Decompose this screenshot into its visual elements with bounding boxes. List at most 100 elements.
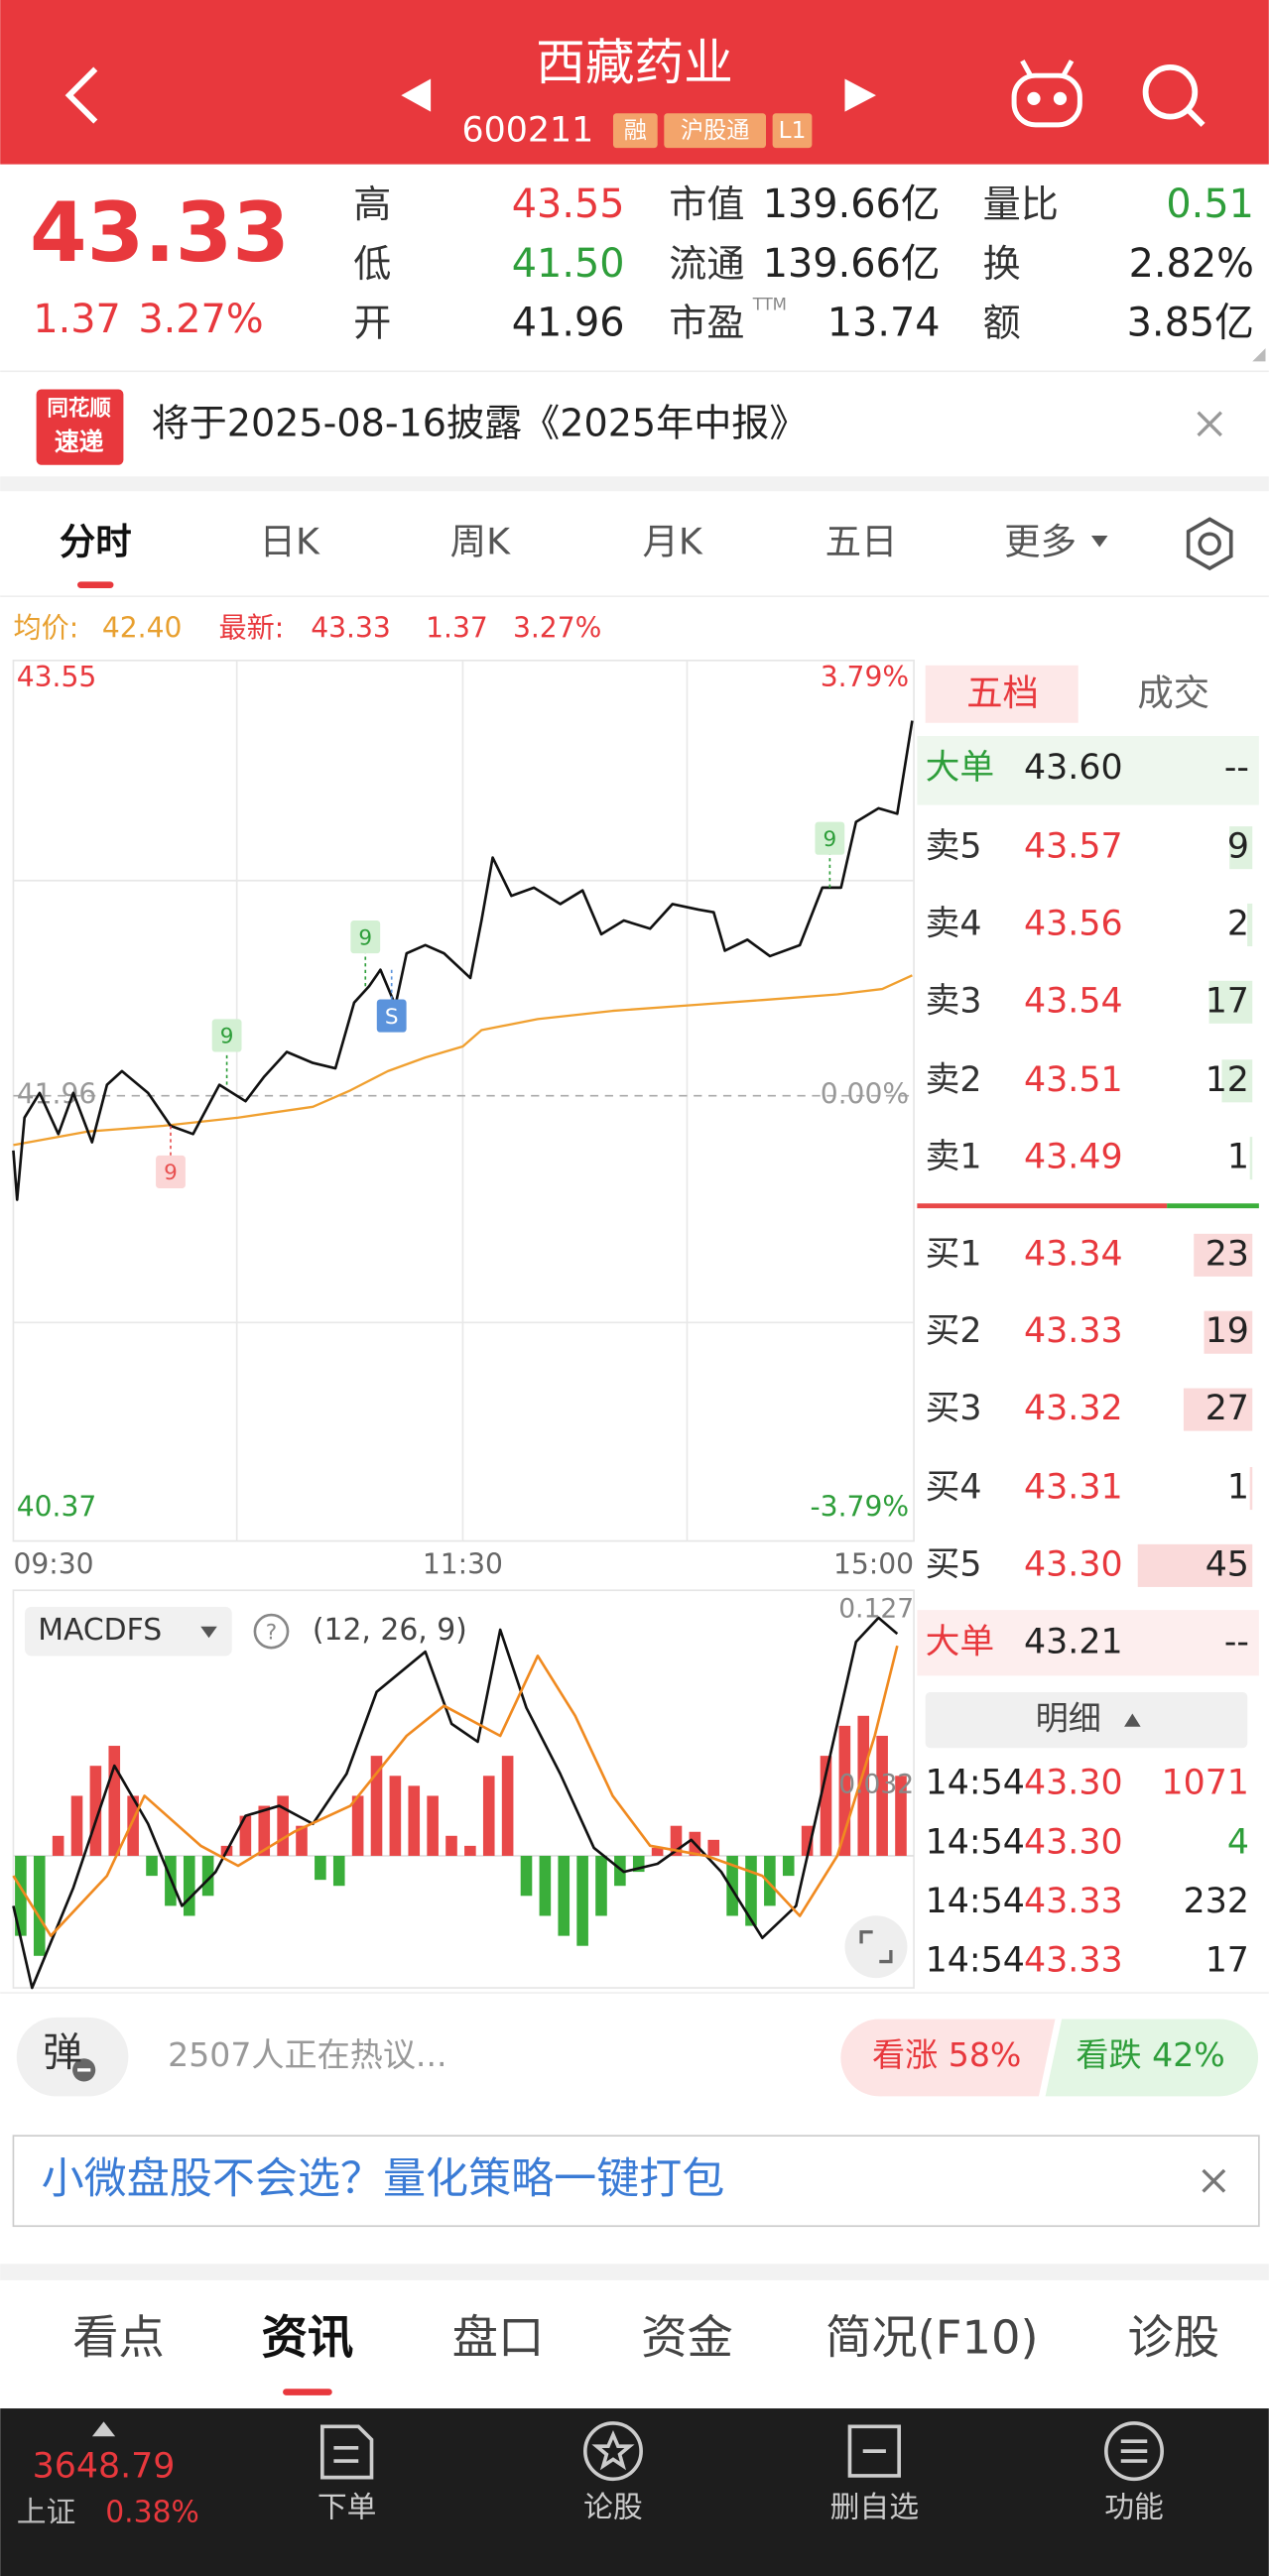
- content-tab[interactable]: 看点: [72, 2311, 165, 2365]
- indicator-arrow[interactable]: [200, 1626, 217, 1639]
- macd-bar: [857, 1715, 870, 1856]
- ad-banner[interactable]: [12, 2135, 1260, 2228]
- signal-badge: [350, 920, 381, 954]
- volume-bar: [1247, 903, 1253, 946]
- big-ask-row: [917, 736, 1259, 805]
- macd-bar: [726, 1855, 738, 1916]
- macd-bar: [127, 1795, 139, 1856]
- chart-tab[interactable]: 五日: [825, 521, 898, 563]
- macd-bar: [70, 1795, 83, 1856]
- volume-bar: [1229, 826, 1253, 870]
- trade-price: 43.33: [1024, 1941, 1123, 1981]
- macd-bar: [315, 1855, 326, 1881]
- back-button[interactable]: [64, 66, 98, 124]
- content-tab[interactable]: 简况(F10): [825, 2311, 1039, 2365]
- last-label: 最新:: [218, 611, 284, 644]
- detail-arrow[interactable]: [1124, 1713, 1141, 1727]
- help-icon[interactable]: ?: [253, 1613, 290, 1650]
- prev-stock[interactable]: [401, 78, 432, 112]
- notice-logo: [36, 389, 124, 465]
- logo-text: 速递: [55, 428, 104, 456]
- stat-value: 139.66亿: [763, 241, 941, 287]
- danmu-button[interactable]: [16, 2017, 129, 2097]
- tag-badge: [772, 113, 813, 149]
- stat-sup: TTM: [752, 296, 787, 314]
- separator: [0, 2264, 1269, 2280]
- content-tab[interactable]: 资金: [641, 2311, 733, 2365]
- macd-bar: [764, 1855, 776, 1906]
- book-volume: 27: [1206, 1389, 1249, 1428]
- stat-value: 13.74: [827, 300, 941, 345]
- robot-icon[interactable]: [1011, 60, 1082, 128]
- signal-badge: [376, 999, 407, 1033]
- content-tab[interactable]: 诊股: [1127, 2311, 1219, 2365]
- search-icon[interactable]: [1142, 64, 1206, 127]
- avg-value: 42.40: [102, 611, 183, 644]
- book-tab[interactable]: 成交: [1137, 672, 1209, 714]
- fullscreen-button[interactable]: [844, 1915, 908, 1979]
- chart-tab[interactable]: 更多: [1004, 521, 1077, 563]
- y2-tick-label: 0.00%: [821, 1078, 909, 1111]
- ad-text[interactable]: 小微盘股不会选？量化策略一键打包: [42, 2154, 725, 2204]
- y-tick-label: 41.96: [17, 1078, 97, 1111]
- bear-label[interactable]: 看跌 42%: [1076, 2035, 1224, 2074]
- book-volume: 1: [1227, 1138, 1249, 1177]
- book-label: 大单: [926, 748, 995, 788]
- chart-tab[interactable]: 周K: [450, 521, 511, 563]
- content-tab[interactable]: 资讯: [262, 2311, 354, 2365]
- discussing-text: 2507人正在热议...: [168, 2035, 446, 2074]
- book-price: 43.31: [1024, 1468, 1123, 1508]
- change-pct-value: 3.27%: [513, 611, 601, 644]
- bull-label[interactable]: 看涨 58%: [872, 2035, 1021, 2074]
- macd-bar: [520, 1855, 533, 1897]
- book-label: 卖5: [926, 827, 982, 867]
- signal-label: 9: [358, 925, 372, 950]
- indicator-name[interactable]: MACDFS: [38, 1613, 162, 1648]
- book-label: 买4: [926, 1468, 982, 1508]
- content-tab[interactable]: 盘口: [452, 2311, 545, 2365]
- chart-tab[interactable]: 日K: [260, 521, 320, 563]
- bear-button[interactable]: [1045, 2019, 1259, 2097]
- forum-icon[interactable]: [582, 2421, 643, 2482]
- more-arrow[interactable]: [1090, 535, 1108, 548]
- danmu-label[interactable]: 弹: [43, 2029, 82, 2075]
- close-ad[interactable]: [1202, 2168, 1226, 2193]
- chart-tab[interactable]: 分时: [60, 521, 132, 563]
- indicator-selector[interactable]: [25, 1606, 232, 1656]
- function-icon[interactable]: [1104, 2421, 1164, 2482]
- nav-item[interactable]: 下单: [317, 2491, 377, 2525]
- detail-button[interactable]: [925, 1691, 1248, 1749]
- macd-bar: [370, 1756, 383, 1856]
- book-tab[interactable]: 五档: [966, 672, 1039, 714]
- book-label: 卖4: [926, 904, 982, 943]
- expand-corner[interactable]: [1252, 348, 1266, 362]
- index-arrow: [91, 2421, 116, 2437]
- book-volume: 9: [1227, 827, 1249, 867]
- average-line: [13, 974, 913, 1147]
- nav-item[interactable]: 功能: [1104, 2491, 1164, 2525]
- chart-tab[interactable]: 月K: [642, 521, 702, 563]
- trade-time: 14:54: [926, 1882, 1025, 1921]
- index-value[interactable]: 3648.79: [33, 2447, 176, 2487]
- nav-item[interactable]: 删自选: [830, 2491, 919, 2525]
- macd-bar: [595, 1855, 607, 1916]
- macd-bar: [707, 1839, 720, 1856]
- macd-bar: [389, 1776, 402, 1856]
- book-price: 43.49: [1024, 1138, 1123, 1177]
- macd-bar: [332, 1855, 345, 1887]
- order-icon[interactable]: [319, 2424, 374, 2480]
- change-pct: 3.27%: [138, 297, 263, 342]
- active-book-tab[interactable]: [925, 665, 1079, 723]
- change: 1.37: [33, 297, 121, 342]
- stat-value: 0.51: [1166, 182, 1254, 227]
- settings-icon[interactable]: [1186, 517, 1233, 571]
- close-notice[interactable]: [1197, 411, 1222, 437]
- remove-watch-icon[interactable]: [847, 2424, 901, 2478]
- macd-bar: [33, 1855, 46, 1956]
- detail-label[interactable]: 明细: [1036, 1699, 1101, 1738]
- bull-button[interactable]: [840, 2019, 1056, 2097]
- macd-bar: [258, 1805, 271, 1856]
- nav-item[interactable]: 论股: [583, 2491, 643, 2525]
- next-stock[interactable]: [844, 78, 876, 112]
